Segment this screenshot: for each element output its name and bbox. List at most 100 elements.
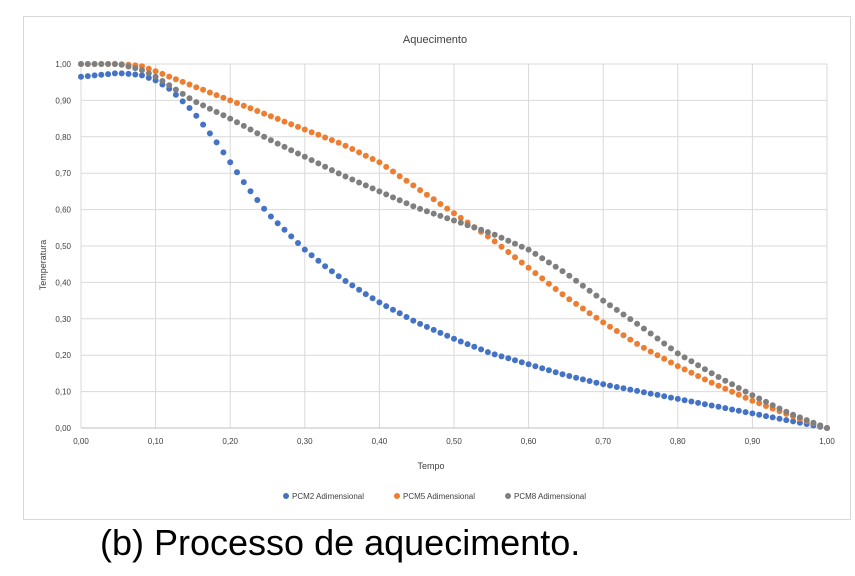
data-point bbox=[240, 102, 247, 109]
data-point bbox=[186, 95, 193, 102]
data-point bbox=[328, 167, 335, 174]
data-point bbox=[383, 163, 390, 170]
data-point bbox=[288, 233, 295, 240]
data-point bbox=[525, 246, 532, 253]
data-point bbox=[349, 176, 356, 183]
data-point bbox=[586, 378, 593, 384]
data-point bbox=[376, 299, 383, 306]
data-point bbox=[159, 70, 166, 77]
data-point bbox=[179, 90, 186, 97]
data-point bbox=[369, 156, 376, 162]
x-tick-label: 0,00 bbox=[73, 437, 89, 446]
data-point bbox=[505, 237, 512, 244]
legend-label: PCM5 Adimensional bbox=[403, 492, 475, 501]
data-point bbox=[484, 229, 491, 236]
data-point bbox=[729, 406, 736, 413]
data-point bbox=[674, 350, 681, 357]
data-point bbox=[118, 70, 125, 77]
data-point bbox=[566, 272, 573, 279]
data-point bbox=[756, 411, 763, 418]
data-point bbox=[274, 220, 281, 227]
x-tick-label: 0,60 bbox=[521, 437, 537, 446]
data-point bbox=[139, 67, 145, 74]
data-point bbox=[403, 200, 410, 207]
data-point bbox=[512, 254, 518, 261]
y-tick-label: 0,00 bbox=[55, 424, 71, 433]
data-point bbox=[688, 398, 695, 405]
data-point bbox=[410, 317, 417, 324]
data-point bbox=[274, 140, 281, 147]
y-tick-label: 0,50 bbox=[55, 242, 71, 251]
data-point bbox=[498, 353, 505, 360]
data-point bbox=[749, 410, 756, 417]
data-point bbox=[383, 191, 390, 198]
data-point bbox=[620, 332, 627, 339]
data-point bbox=[525, 264, 532, 271]
y-tick-label: 0,70 bbox=[55, 169, 71, 178]
data-point bbox=[668, 394, 674, 401]
figure-caption: (b) Processo de aquecimento. bbox=[100, 522, 581, 563]
data-point bbox=[620, 385, 627, 392]
data-point bbox=[579, 282, 586, 289]
data-point bbox=[322, 134, 329, 141]
data-point bbox=[654, 352, 661, 359]
data-point bbox=[213, 139, 220, 146]
data-point bbox=[824, 425, 830, 431]
data-point bbox=[267, 113, 274, 120]
data-point bbox=[593, 292, 600, 299]
data-point bbox=[220, 94, 227, 101]
data-point bbox=[247, 126, 254, 133]
data-point bbox=[247, 105, 254, 112]
data-point bbox=[796, 414, 803, 421]
data-point bbox=[254, 197, 261, 203]
data-point bbox=[254, 130, 261, 137]
data-point bbox=[756, 395, 763, 402]
data-point bbox=[193, 112, 200, 119]
data-point bbox=[328, 268, 335, 275]
data-point bbox=[132, 71, 139, 78]
y-tick-label: 0,60 bbox=[55, 206, 71, 215]
data-point bbox=[742, 388, 749, 395]
data-point bbox=[139, 72, 145, 79]
data-point bbox=[512, 240, 518, 247]
y-tick-label: 0,40 bbox=[55, 278, 71, 287]
data-point bbox=[369, 295, 376, 302]
data-point bbox=[376, 188, 383, 195]
data-point bbox=[627, 316, 634, 323]
data-point bbox=[647, 330, 654, 337]
data-point bbox=[166, 82, 173, 89]
data-point bbox=[301, 246, 308, 253]
data-point bbox=[532, 363, 539, 370]
data-point bbox=[281, 143, 288, 150]
data-point bbox=[742, 409, 749, 416]
y-tick-label: 0,30 bbox=[55, 315, 71, 324]
data-point bbox=[640, 344, 647, 351]
x-tick-label: 0,50 bbox=[446, 437, 462, 446]
data-point bbox=[451, 210, 457, 217]
data-point bbox=[206, 130, 213, 137]
data-point bbox=[234, 119, 240, 126]
data-point bbox=[722, 377, 729, 384]
data-point bbox=[735, 407, 742, 414]
data-point bbox=[559, 291, 566, 298]
data-point bbox=[301, 126, 308, 133]
data-point bbox=[213, 109, 220, 115]
data-point bbox=[423, 323, 430, 330]
x-tick-label: 1,00 bbox=[819, 437, 835, 446]
data-point bbox=[437, 212, 444, 219]
data-point bbox=[328, 137, 335, 144]
data-point bbox=[566, 296, 573, 303]
x-tick-label: 0,70 bbox=[595, 437, 611, 446]
data-point bbox=[701, 401, 708, 408]
data-point bbox=[172, 91, 179, 98]
data-point bbox=[254, 108, 261, 114]
data-point bbox=[464, 341, 471, 348]
data-point bbox=[471, 224, 478, 231]
data-point bbox=[552, 263, 559, 270]
data-point bbox=[695, 399, 702, 406]
data-point bbox=[444, 215, 451, 222]
data-point bbox=[206, 105, 213, 112]
data-point bbox=[342, 278, 349, 284]
data-point bbox=[688, 369, 695, 376]
data-point bbox=[295, 123, 301, 130]
